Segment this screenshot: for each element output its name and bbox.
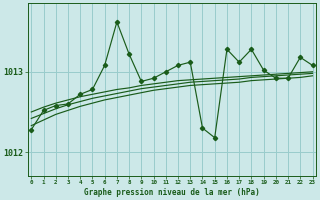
X-axis label: Graphe pression niveau de la mer (hPa): Graphe pression niveau de la mer (hPa) bbox=[84, 188, 260, 197]
